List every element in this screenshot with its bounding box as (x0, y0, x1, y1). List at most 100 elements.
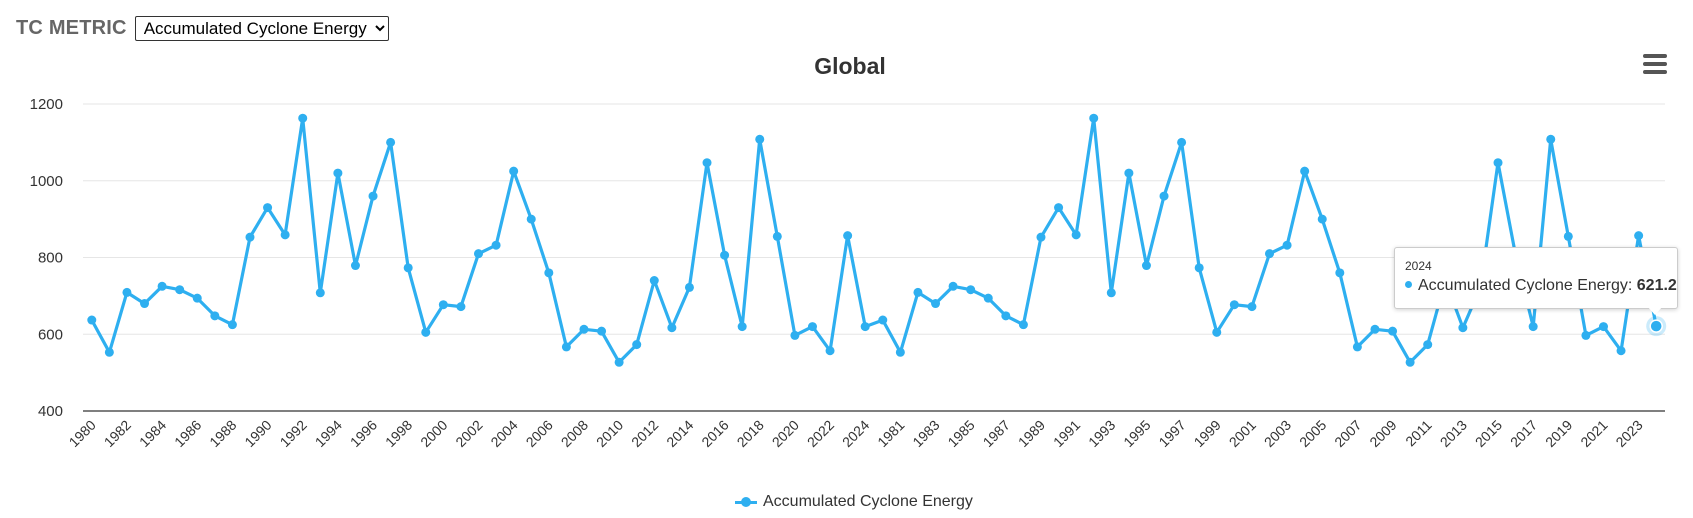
data-point[interactable] (1212, 327, 1222, 337)
data-point[interactable] (350, 261, 360, 271)
data-point[interactable] (210, 311, 220, 321)
data-point[interactable] (561, 342, 571, 352)
data-point[interactable] (1493, 158, 1503, 168)
y-tick-label: 1200 (30, 96, 63, 113)
data-point[interactable] (526, 214, 536, 224)
data-point[interactable] (1194, 263, 1204, 273)
data-point[interactable] (579, 324, 589, 334)
data-point[interactable] (245, 232, 255, 242)
data-point[interactable] (1036, 232, 1046, 242)
data-point[interactable] (280, 230, 290, 240)
data-point[interactable] (474, 249, 483, 259)
data-point[interactable] (1598, 322, 1608, 332)
data-point[interactable] (227, 320, 237, 330)
legend-label: Accumulated Cyclone Energy (763, 493, 973, 510)
data-point[interactable] (157, 281, 167, 291)
data-point[interactable] (702, 158, 712, 168)
data-point[interactable] (1247, 302, 1257, 312)
data-point[interactable] (1581, 330, 1591, 340)
x-tick-label: 1999 (1191, 417, 1224, 450)
data-point[interactable] (403, 263, 413, 273)
data-point[interactable] (1071, 230, 1081, 240)
x-tick-label: 1980 (66, 417, 99, 450)
x-tick-label: 2018 (734, 417, 767, 450)
data-point[interactable] (298, 113, 308, 123)
data-point[interactable] (315, 288, 325, 298)
data-point[interactable] (948, 281, 958, 291)
data-point[interactable] (1423, 340, 1433, 350)
data-point[interactable] (614, 357, 624, 367)
data-point[interactable] (544, 268, 554, 278)
legend-item-accumulated-cyclone-energy[interactable]: Accumulated Cyclone Energy (735, 493, 973, 511)
data-point[interactable] (684, 282, 694, 292)
data-point[interactable] (755, 134, 765, 144)
data-point[interactable] (825, 346, 835, 356)
data-point[interactable] (386, 137, 396, 147)
data-point[interactable] (597, 326, 607, 336)
data-point[interactable] (843, 231, 853, 241)
data-point[interactable] (1616, 346, 1626, 356)
data-point[interactable] (1528, 322, 1538, 332)
data-point[interactable] (1001, 311, 1011, 321)
data-point[interactable] (1352, 342, 1362, 352)
data-point[interactable] (649, 276, 659, 286)
data-point[interactable] (895, 347, 905, 357)
data-point[interactable] (1563, 231, 1573, 241)
data-point-hovered[interactable] (1649, 319, 1663, 333)
data-point[interactable] (772, 231, 782, 241)
x-tick-label: 2003 (1261, 417, 1294, 450)
data-point[interactable] (790, 330, 800, 340)
data-point[interactable] (192, 293, 202, 303)
data-point[interactable] (1388, 326, 1398, 336)
data-point[interactable] (1370, 324, 1380, 334)
x-tick-label: 2022 (804, 417, 837, 450)
tc-metric-select[interactable]: Accumulated Cyclone Energy (134, 16, 389, 41)
data-point[interactable] (966, 285, 976, 295)
data-point[interactable] (438, 300, 448, 310)
data-point[interactable] (1018, 320, 1028, 330)
data-point[interactable] (983, 293, 993, 303)
data-point[interactable] (491, 240, 501, 250)
data-point[interactable] (913, 287, 923, 297)
x-tick-label: 1996 (347, 417, 380, 450)
data-point[interactable] (1634, 231, 1644, 241)
data-point[interactable] (1229, 300, 1239, 310)
data-point[interactable] (456, 302, 466, 312)
data-point[interactable] (1405, 357, 1415, 367)
data-point[interactable] (1106, 288, 1116, 298)
data-point[interactable] (140, 299, 150, 309)
data-point[interactable] (1177, 137, 1187, 147)
data-point[interactable] (333, 168, 343, 178)
data-point[interactable] (737, 322, 747, 332)
chart-menu-button[interactable] (1640, 52, 1670, 82)
data-point[interactable] (421, 327, 431, 337)
data-point[interactable] (175, 285, 185, 295)
data-point[interactable] (1141, 261, 1151, 271)
series-accumulated-cyclone-energy[interactable] (87, 113, 1667, 367)
data-point[interactable] (860, 322, 870, 332)
data-point[interactable] (1317, 214, 1327, 224)
data-point[interactable] (1300, 166, 1310, 176)
data-point[interactable] (807, 322, 817, 332)
data-point[interactable] (263, 203, 273, 213)
data-point[interactable] (720, 250, 730, 260)
data-point[interactable] (122, 287, 132, 297)
data-point[interactable] (1335, 268, 1345, 278)
x-tick-label: 2002 (452, 417, 485, 450)
data-point[interactable] (87, 315, 97, 325)
data-point[interactable] (1124, 168, 1134, 178)
data-point[interactable] (509, 166, 519, 176)
data-point[interactable] (1458, 323, 1468, 333)
data-point[interactable] (632, 340, 642, 350)
data-point[interactable] (1089, 113, 1099, 123)
data-point[interactable] (1054, 203, 1064, 213)
data-point[interactable] (104, 347, 114, 357)
data-point[interactable] (667, 323, 677, 333)
data-point[interactable] (368, 191, 378, 201)
data-point[interactable] (1159, 191, 1169, 201)
data-point[interactable] (931, 299, 941, 309)
data-point[interactable] (878, 315, 888, 325)
data-point[interactable] (1546, 134, 1556, 144)
data-point[interactable] (1265, 249, 1274, 259)
data-point[interactable] (1282, 240, 1292, 250)
